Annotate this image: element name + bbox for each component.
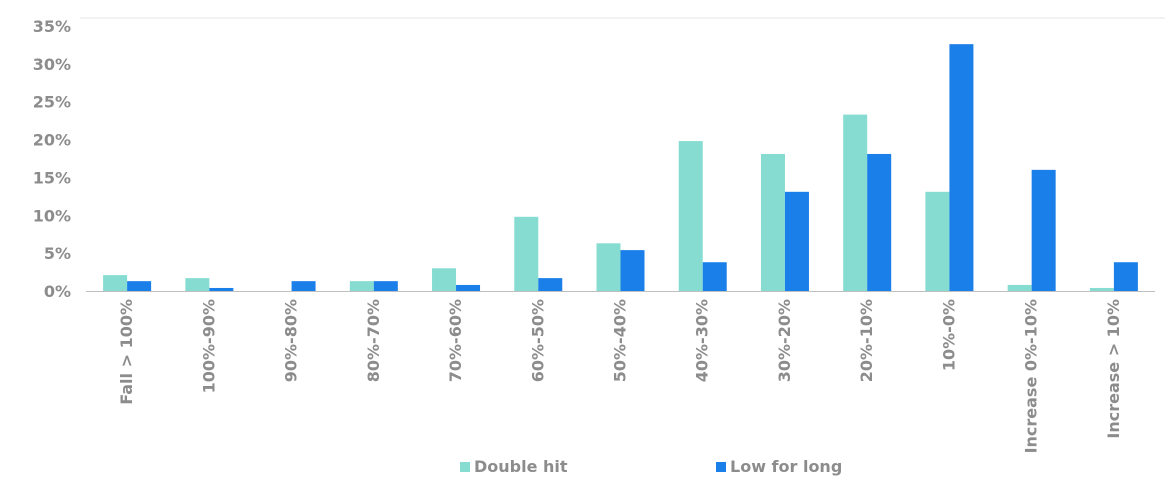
- bar-double-hit: [925, 191, 950, 291]
- y-tick-label: 20%: [33, 131, 71, 150]
- bar-low-for-long: [1113, 262, 1138, 291]
- bars: [103, 44, 1138, 291]
- bar-low-for-long: [784, 191, 809, 291]
- legend: Double hit Low for long: [460, 457, 842, 476]
- legend-swatch: [716, 462, 726, 472]
- x-tick-label: Increase > 10%: [1104, 299, 1123, 439]
- bar-low-for-long: [291, 281, 316, 291]
- bar-double-hit: [760, 153, 785, 291]
- y-tick-label: 0%: [44, 282, 71, 301]
- y-tick-label: 25%: [33, 93, 71, 112]
- bar-double-hit: [432, 268, 457, 291]
- y-tick-label: 5%: [44, 244, 71, 263]
- x-tick-label: 80%-70%: [364, 299, 383, 382]
- x-tick-label: 10%-0%: [939, 299, 958, 371]
- x-tick-label: 90%-80%: [282, 299, 301, 382]
- x-tick-label: Increase 0%-10%: [1022, 299, 1041, 453]
- bar-low-for-long: [373, 281, 398, 291]
- x-tick-label: 30%-20%: [775, 299, 794, 382]
- bar-low-for-long: [702, 262, 727, 291]
- bar-double-hit: [596, 243, 621, 291]
- x-tick-label: 70%-60%: [446, 299, 465, 382]
- x-tick-label: 40%-30%: [693, 299, 712, 382]
- x-axis: Fall > 100% 100%-90% 90%-80% 80%-70% 70%-60%…: [86, 291, 1155, 453]
- legend-swatch: [460, 462, 470, 472]
- bar-low-for-long: [538, 278, 563, 291]
- bar-double-hit: [103, 275, 128, 291]
- x-tick-label: 60%-50%: [528, 299, 547, 382]
- x-tick-label: 20%-10%: [857, 299, 876, 382]
- bar-double-hit: [1089, 287, 1114, 291]
- bar-double-hit: [843, 114, 868, 291]
- y-tick-label: 35%: [33, 17, 71, 36]
- bar-low-for-long: [456, 284, 481, 291]
- bar-low-for-long: [209, 287, 234, 291]
- y-tick-label: 10%: [33, 206, 71, 225]
- bar-double-hit: [1007, 284, 1032, 291]
- bar-double-hit: [678, 141, 703, 291]
- bar-low-for-long: [127, 281, 152, 291]
- bar-low-for-long: [620, 250, 645, 291]
- bar-low-for-long: [867, 153, 892, 291]
- y-axis: 0% 5% 10% 15% 20% 25% 30% 35%: [33, 17, 71, 301]
- y-tick-label: 15%: [33, 168, 71, 187]
- legend-label: Low for long: [730, 457, 842, 476]
- y-tick-label: 30%: [33, 55, 71, 74]
- bar-double-hit: [349, 281, 374, 291]
- x-tick-label: 100%-90%: [199, 299, 218, 393]
- bar-low-for-long: [1031, 169, 1056, 291]
- bar-double-hit: [514, 216, 539, 291]
- legend-label: Double hit: [474, 457, 568, 476]
- bar-low-for-long: [949, 44, 974, 291]
- x-tick-label: 50%-40%: [611, 299, 630, 382]
- bar-double-hit: [185, 278, 210, 291]
- x-tick-label: Fall > 100%: [117, 299, 136, 405]
